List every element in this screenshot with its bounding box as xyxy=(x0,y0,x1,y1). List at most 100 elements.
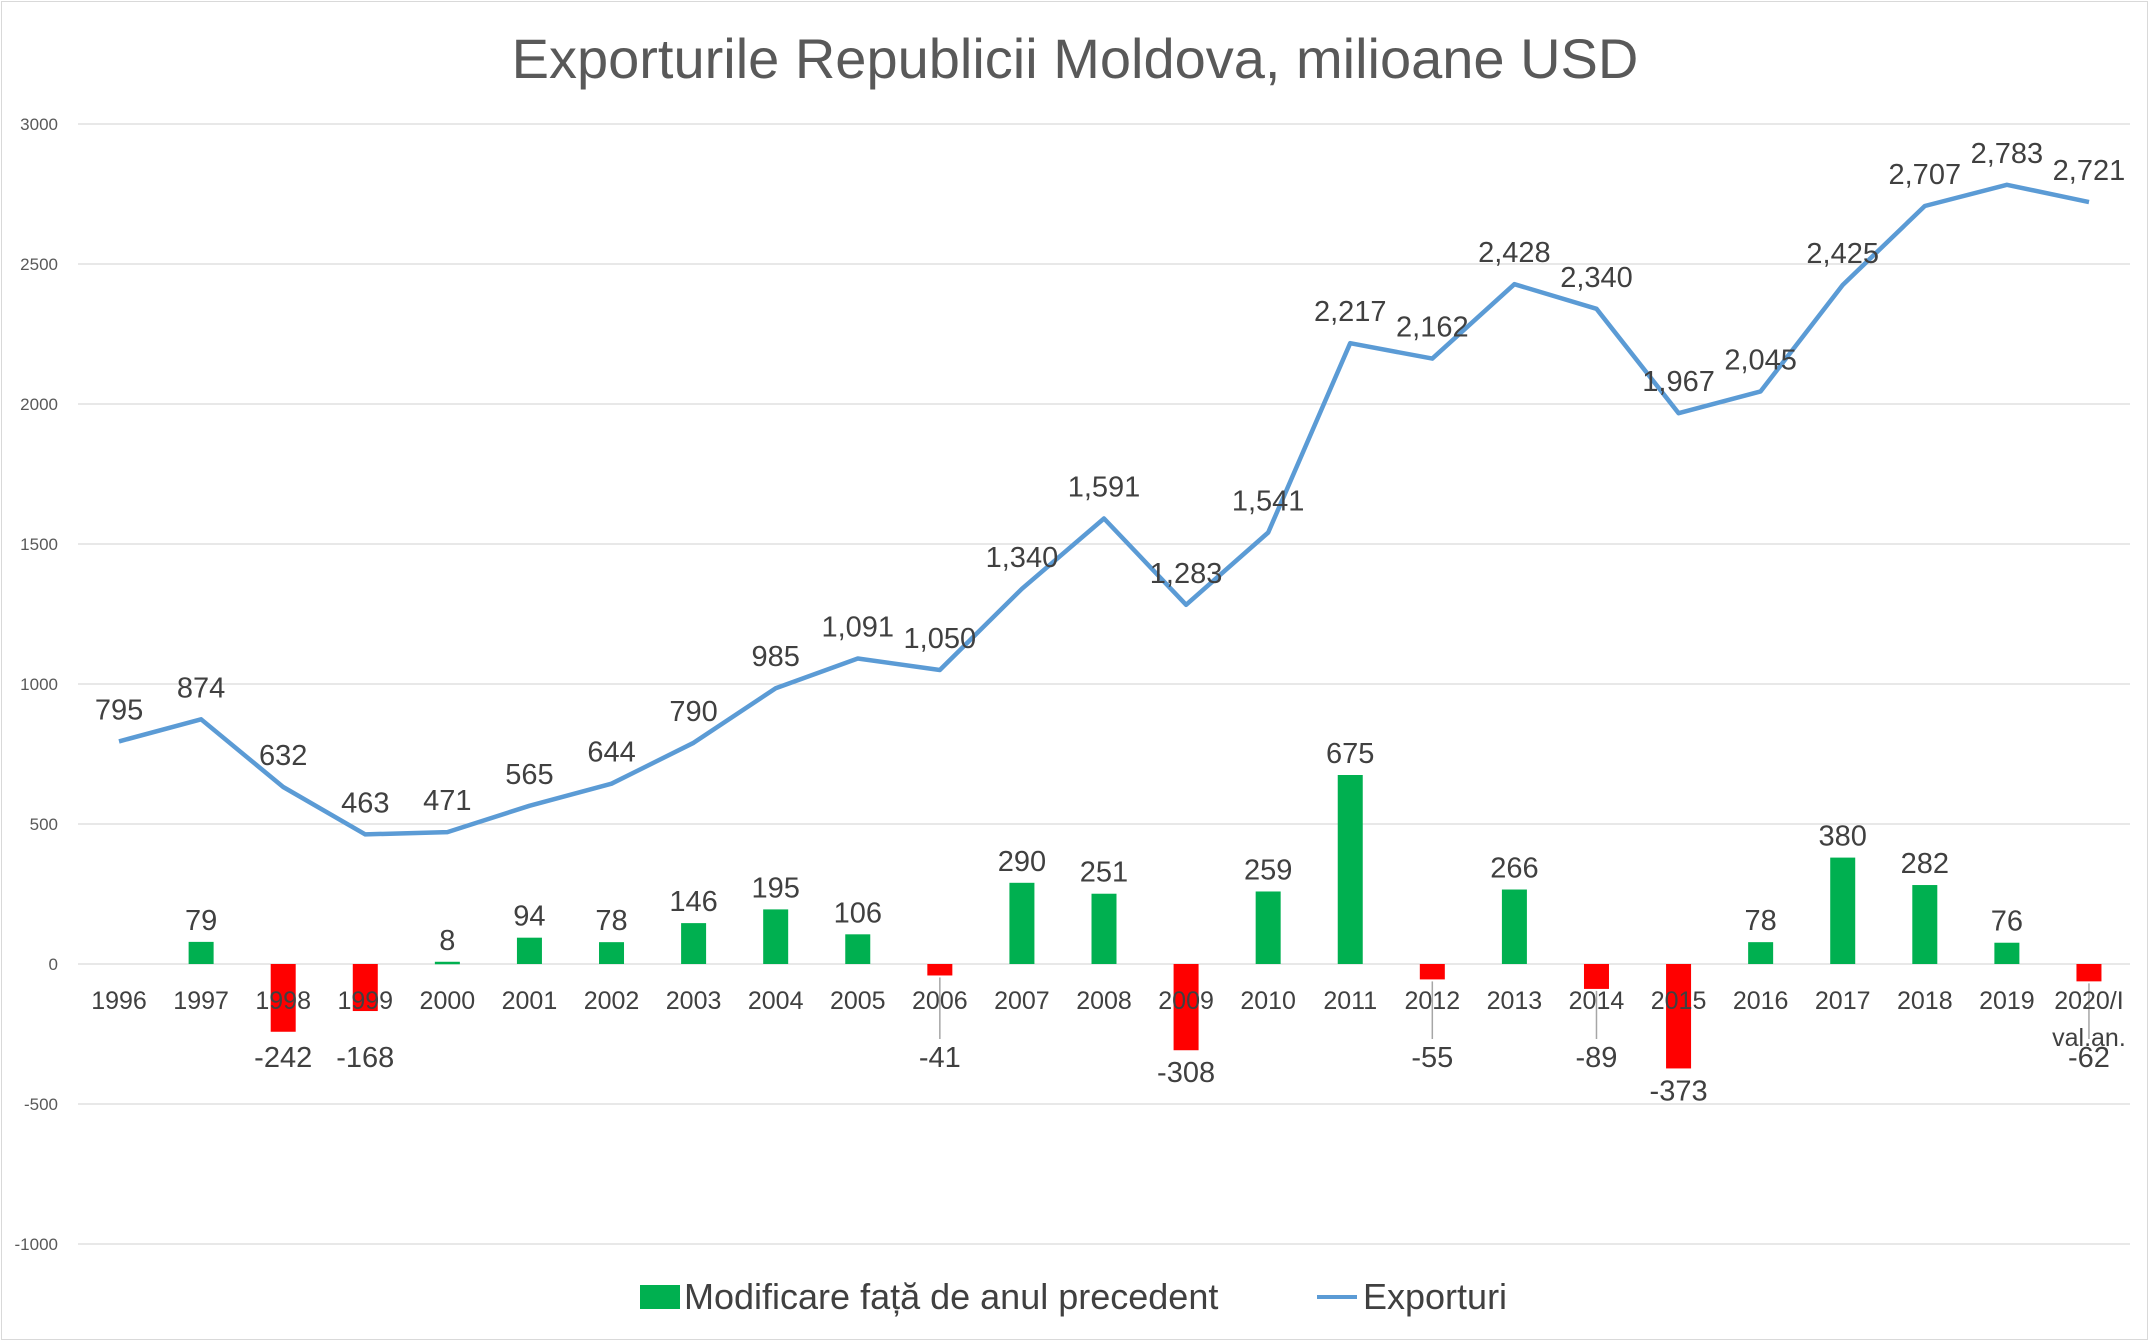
bar xyxy=(1337,775,1363,964)
bar xyxy=(1748,942,1774,964)
bar xyxy=(845,934,871,964)
line-data-label: 2,428 xyxy=(1478,237,1551,269)
line-data-label: 2,217 xyxy=(1314,296,1387,328)
line-data-label: 1,050 xyxy=(904,623,977,655)
y-axis-ticks: 3000 2500 2000 1500 1000 500 0 -500 -1000 xyxy=(15,115,58,1254)
y-tick-label: 500 xyxy=(30,815,58,834)
gridlines xyxy=(78,123,2130,1245)
line-data-label: 1,091 xyxy=(821,612,894,644)
x-axis-ticks: 1996 1997 1998 1999 2000 2001 2002 2003 2004 2005… xyxy=(91,987,2126,1052)
bar xyxy=(681,923,707,964)
x-tick-label: 2016 xyxy=(1733,987,1789,1015)
y-tick-label: 1000 xyxy=(20,675,58,694)
x-tick-label: 2004 xyxy=(748,987,804,1015)
bar-data-label: 266 xyxy=(1490,853,1538,885)
bar-data-label: 8 xyxy=(439,925,455,957)
bar xyxy=(1994,942,2020,964)
legend-label-line: Exporturi xyxy=(1363,1276,1507,1317)
y-tick-label: 2500 xyxy=(20,255,58,274)
bar-data-label: -89 xyxy=(1576,1042,1618,1074)
x-tick-label: 1997 xyxy=(173,987,229,1015)
line-data-label: 632 xyxy=(259,740,307,772)
x-tick-label: 2010 xyxy=(1240,987,1296,1015)
leader-lines xyxy=(939,977,2090,1039)
line-data-label: 2,340 xyxy=(1560,262,1633,294)
x-tick-label: 2003 xyxy=(666,987,722,1015)
bar-data-label: 78 xyxy=(595,905,627,937)
y-tick-label: 1500 xyxy=(20,535,58,554)
bar-data-label: 251 xyxy=(1080,857,1128,889)
bar xyxy=(516,937,542,964)
line-data-label: 2,425 xyxy=(1806,238,1879,270)
y-tick-label: -500 xyxy=(24,1095,58,1114)
bar xyxy=(1583,964,1609,989)
bar xyxy=(1830,857,1856,964)
bar xyxy=(1666,964,1692,1069)
x-tick-label: 2000 xyxy=(420,987,476,1015)
bar-data-label: 380 xyxy=(1819,821,1867,853)
bar xyxy=(763,909,789,964)
x-tick-label: 2002 xyxy=(584,987,640,1015)
line-data-label: 985 xyxy=(751,641,799,673)
bar-data-label: 259 xyxy=(1244,854,1292,886)
bar-data-label: -55 xyxy=(1411,1042,1453,1074)
line-data-label: 1,591 xyxy=(1068,472,1141,504)
chart-title: Exporturile Republicii Moldova, milioane… xyxy=(512,27,1639,90)
bar-series xyxy=(188,775,2102,1069)
line-data-label: 1,283 xyxy=(1150,558,1223,590)
bar-data-label: 78 xyxy=(1745,905,1777,937)
bar-data-label: 282 xyxy=(1901,848,1949,880)
x-tick-label: 1996 xyxy=(91,987,147,1015)
bar xyxy=(599,942,625,964)
y-tick-label: 2000 xyxy=(20,395,58,414)
bar-data-label: -242 xyxy=(254,1042,312,1074)
exporturi-line xyxy=(118,182,2090,837)
line-data-label: 1,967 xyxy=(1642,366,1715,398)
bar-data-label: 76 xyxy=(1991,906,2023,938)
bar xyxy=(1419,964,1445,980)
x-tick-label: 2001 xyxy=(502,987,558,1015)
x-tick-label: 2015 xyxy=(1651,987,1707,1015)
line-data-label: 644 xyxy=(587,737,635,769)
x-tick-label: 2019 xyxy=(1979,987,2035,1015)
line-data-label: 565 xyxy=(505,759,553,791)
bar xyxy=(1173,964,1199,1051)
x-tick-label: 2011 xyxy=(1323,987,1377,1015)
bar xyxy=(1255,891,1281,964)
data-labels: 795 874 632 463 471 565 644 790 985 1,091 1,050 1,3… xyxy=(95,138,2125,1108)
x-tick-label: 2017 xyxy=(1815,987,1871,1015)
x-tick-label: 2013 xyxy=(1487,987,1543,1015)
bar-data-label: -168 xyxy=(336,1042,394,1074)
bar-data-label: 290 xyxy=(998,846,1046,878)
x-tick-label: 2008 xyxy=(1076,987,1132,1015)
line-data-label: 1,541 xyxy=(1232,486,1305,518)
bar-data-label: 106 xyxy=(834,897,882,929)
line-data-label: 471 xyxy=(423,785,471,817)
bar-data-label: 195 xyxy=(751,872,799,904)
bar-data-label: 146 xyxy=(669,886,717,918)
x-tick-label: 2006 xyxy=(912,987,968,1015)
x-tick-label: 2007 xyxy=(994,987,1050,1015)
line-data-label: 874 xyxy=(177,672,225,704)
bar xyxy=(1501,889,1527,964)
bar xyxy=(2076,964,2102,982)
bar-data-label: -308 xyxy=(1157,1057,1215,1089)
line-data-label: 795 xyxy=(95,694,143,726)
line-data-label: 2,707 xyxy=(1889,159,1962,191)
x-tick-label: 2005 xyxy=(830,987,886,1015)
x-tick-label: 1999 xyxy=(337,987,393,1015)
legend: Modificare față de anul precedent Export… xyxy=(640,1276,1507,1317)
bar-data-label: -62 xyxy=(2068,1042,2110,1074)
legend-swatch-bars xyxy=(640,1285,680,1309)
line-data-label: 2,783 xyxy=(1971,138,2044,170)
bar xyxy=(927,964,953,976)
line-data-label: 463 xyxy=(341,787,389,819)
bar xyxy=(1009,882,1035,964)
line-data-label: 1,340 xyxy=(986,542,1059,574)
bar xyxy=(434,961,460,965)
bar-data-label: 675 xyxy=(1326,738,1374,770)
legend-label-bars: Modificare față de anul precedent xyxy=(684,1276,1218,1317)
bar xyxy=(188,941,214,964)
x-tick-label: 1998 xyxy=(255,987,311,1015)
